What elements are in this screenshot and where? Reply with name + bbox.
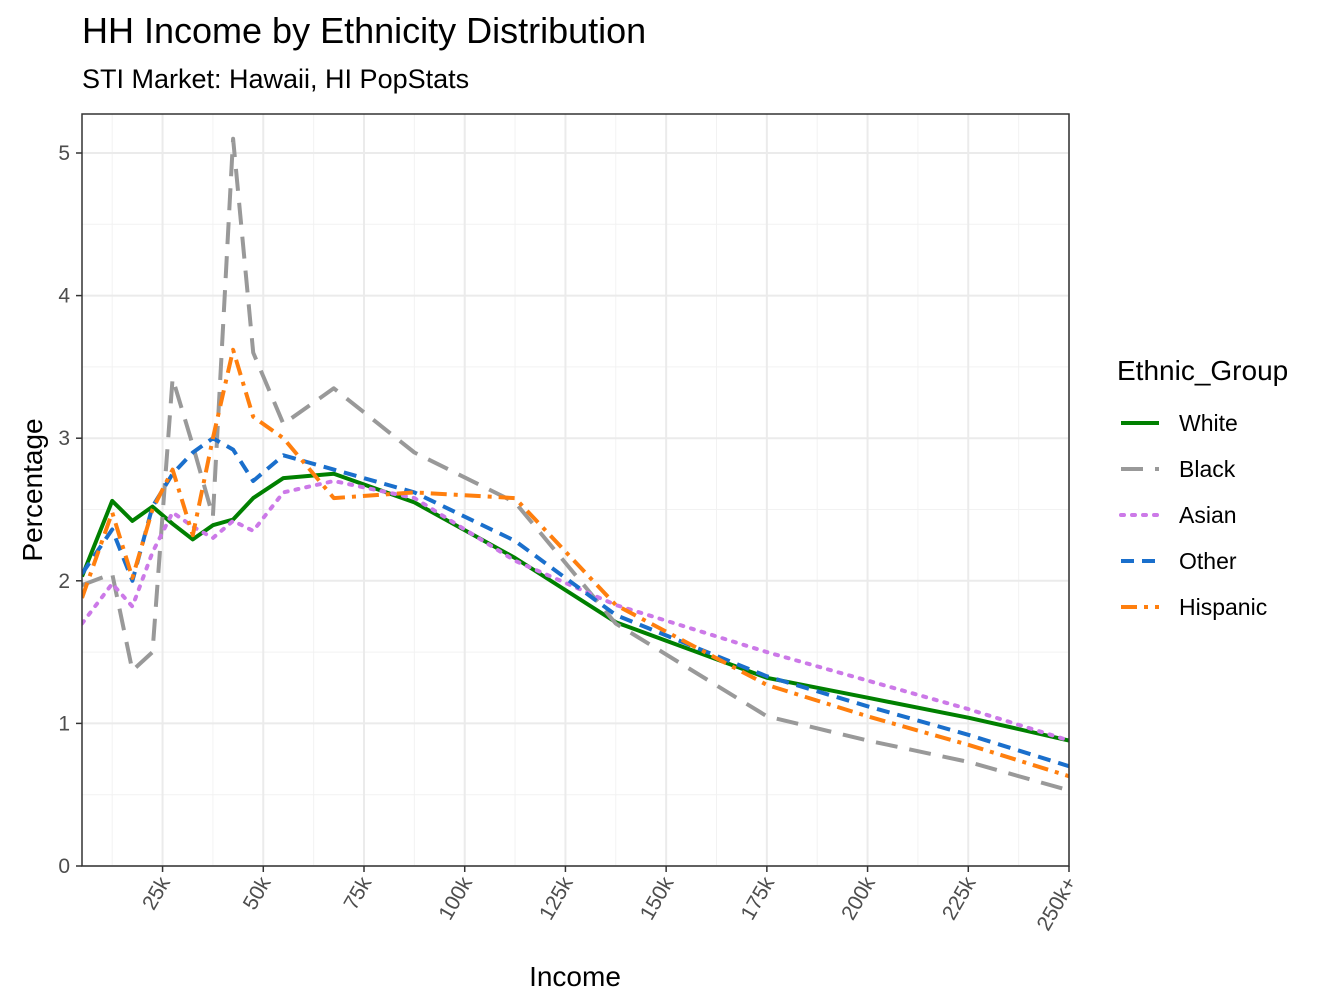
legend-item-other: Other	[1121, 548, 1237, 574]
legend-item-white: White	[1121, 410, 1238, 436]
legend-item-hispanic: Hispanic	[1121, 594, 1267, 620]
plot-border	[81, 113, 1070, 867]
x-tick-label: 125k	[535, 873, 578, 924]
chart-subtitle: STI Market: Hawaii, HI PopStats	[82, 64, 470, 94]
x-tick-label: 150k	[636, 873, 679, 924]
x-tick-label: 175k	[736, 873, 779, 924]
grid-minor	[82, 114, 1069, 866]
legend-label: Black	[1179, 456, 1236, 482]
y-tick-label: 3	[58, 427, 70, 450]
series-line-asian	[82, 479, 1069, 743]
x-tick-label: 100k	[434, 873, 477, 924]
y-tick-label: 0	[58, 855, 70, 878]
series-line-black	[82, 136, 1069, 793]
legend-item-black: Black	[1121, 456, 1236, 482]
series-layer	[82, 136, 1069, 793]
y-tick-label: 2	[58, 570, 70, 593]
x-tick-label: 75k	[339, 873, 376, 914]
y-tick-label: 4	[58, 285, 70, 308]
y-tick-label: 1	[58, 712, 70, 735]
y-tick-label: 5	[58, 142, 70, 165]
x-axis: 25k 50k 75k 100k 125k 150k 175k 200k 225k 250k+	[138, 866, 1081, 935]
y-axis-title: Percentage	[17, 418, 48, 561]
x-tick-label: 250k+	[1033, 873, 1082, 935]
x-tick-label: 25k	[138, 873, 175, 914]
series-line-hispanic	[82, 347, 1069, 779]
legend-label: Other	[1179, 548, 1237, 574]
legend-label: Hispanic	[1179, 594, 1267, 620]
x-tick-label: 225k	[938, 873, 981, 924]
y-axis: 0 1 2 3 4 5	[58, 142, 82, 878]
chart-title: HH Income by Ethnicity Distribution	[82, 10, 647, 51]
legend-item-asian: Asian	[1119, 502, 1237, 528]
legend-label: White	[1179, 410, 1238, 436]
legend-label: Asian	[1179, 502, 1237, 528]
series-line-other	[82, 436, 1069, 769]
plot-panel	[82, 114, 1069, 866]
legend: Ethnic_Group White Black Asian Other Hispani…	[1117, 355, 1288, 620]
x-axis-title: Income	[529, 961, 621, 992]
legend-title: Ethnic_Group	[1117, 355, 1288, 386]
x-tick-label: 50k	[239, 873, 276, 914]
x-tick-label: 200k	[837, 873, 880, 924]
